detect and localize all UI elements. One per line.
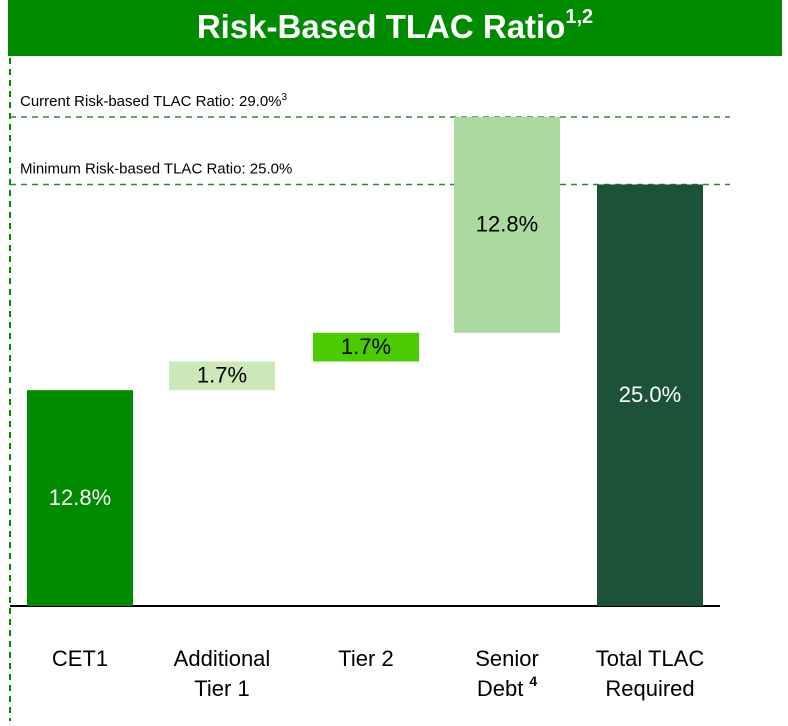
x-tick-label: Tier 1 (194, 676, 249, 701)
reference-label: Minimum Risk-based TLAC Ratio: 25.0% (20, 160, 292, 177)
x-tick-label-text: Additional (174, 646, 271, 671)
x-tick-label-text: Tier 1 (194, 676, 249, 701)
reference-label: Current Risk-based TLAC Ratio: 29.0%3 (20, 92, 288, 110)
x-tick-label: Debt 4 (477, 673, 537, 701)
bar (454, 117, 560, 333)
x-tick-label: Senior (475, 646, 539, 671)
title-text: Risk-Based TLAC Ratio (197, 8, 566, 45)
reference-label-text: Current Risk-based TLAC Ratio: 29.0% (20, 93, 282, 110)
value-label: 12.8% (49, 485, 111, 510)
x-tick-label: Required (605, 676, 694, 701)
x-tick-label: Tier 2 (338, 646, 393, 671)
x-tick-label: Additional (174, 646, 271, 671)
x-tick-superscript: 4 (529, 673, 537, 689)
x-tick-label-text: CET1 (52, 646, 108, 671)
value-label: 25.0% (619, 382, 681, 407)
bar (313, 332, 419, 362)
x-tick-label-text: Required (605, 676, 694, 701)
value-label: 1.7% (341, 334, 391, 359)
chart-title: Risk-Based TLAC Ratio1,2 (197, 6, 593, 44)
bar (169, 361, 275, 391)
reference-label-text: Minimum Risk-based TLAC Ratio: 25.0% (20, 160, 292, 177)
title-bar (8, 0, 782, 56)
x-tick-label: Total TLAC (596, 646, 705, 671)
bar (27, 390, 133, 606)
value-label: 12.8% (476, 212, 538, 237)
x-tick-label-text: Total TLAC (596, 646, 705, 671)
x-tick-label-text: Senior (475, 646, 539, 671)
title-superscript: 1,2 (565, 6, 593, 28)
x-tick-label-text: Debt (477, 676, 523, 701)
bar (597, 184, 703, 606)
value-label: 1.7% (197, 363, 247, 388)
reference-superscript: 3 (282, 92, 288, 103)
x-tick-label-text: Tier 2 (338, 646, 393, 671)
x-tick-label: CET1 (52, 646, 108, 671)
